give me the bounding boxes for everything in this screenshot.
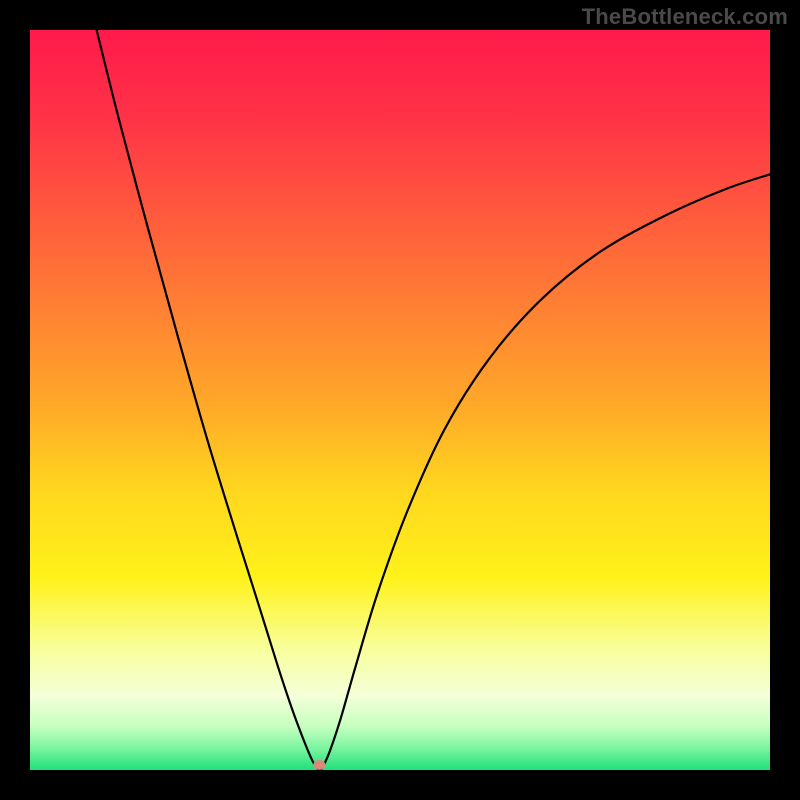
chart-frame: TheBottleneck.com [0, 0, 800, 800]
watermark-text: TheBottleneck.com [582, 4, 788, 30]
min-marker [313, 760, 325, 770]
gradient-background [30, 30, 770, 770]
plot-area [30, 30, 770, 770]
chart-svg [30, 30, 770, 770]
